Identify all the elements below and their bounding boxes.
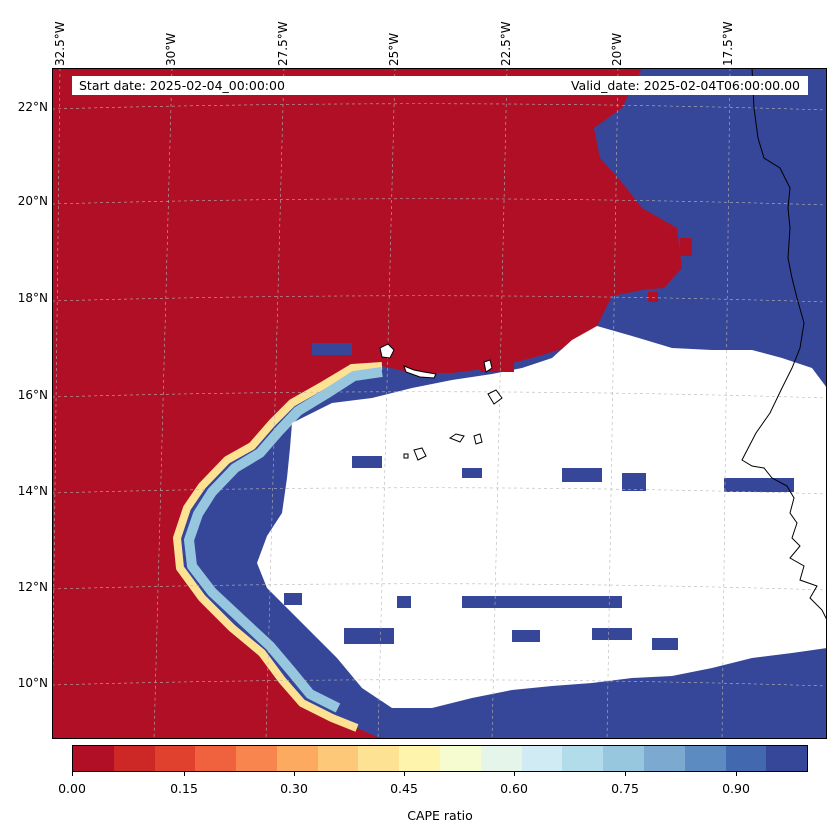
- colorbar-swatch-12: [562, 746, 604, 771]
- lon-label-20w: 20°W: [610, 32, 624, 66]
- map-panel: [52, 68, 827, 739]
- colorbar-swatch-5: [276, 746, 318, 771]
- lon-label-32-5w: 32.5°W: [53, 21, 67, 66]
- colorbar-label: 0.15: [170, 781, 198, 796]
- colorbar-swatch-10: [480, 746, 522, 771]
- map-graticule: [52, 68, 827, 739]
- start-date-label: Start date: 2025-02-04_00:00:00: [72, 76, 432, 95]
- colorbar-swatch-4: [236, 746, 277, 771]
- lat-label-10n: 10°N: [17, 676, 48, 690]
- field-speckles: [284, 343, 794, 650]
- colorbar-tick: [625, 772, 626, 776]
- colorbar-title: CAPE ratio: [407, 808, 473, 823]
- field-low-region: [52, 68, 682, 739]
- colorbar-label: 0.00: [58, 781, 86, 796]
- lon-label-27-5w: 27.5°W: [276, 21, 290, 66]
- colorbar-label: 0.60: [500, 781, 528, 796]
- lon-label-25w: 25°W: [387, 32, 401, 66]
- colorbar-swatch-6: [317, 746, 359, 771]
- lat-label-22n: 22°N: [17, 100, 48, 114]
- colorbar-swatch-1: [113, 746, 155, 771]
- colorbar-label: 0.90: [722, 781, 750, 796]
- colorbar-tick: [514, 772, 515, 776]
- lon-label-22-5w: 22.5°W: [499, 21, 513, 66]
- valid-date-label: Valid_date: 2025-02-04T06:00:00.00: [420, 76, 808, 95]
- colorbar-swatch-8: [399, 746, 441, 771]
- field-transition-band: [173, 362, 383, 732]
- africa-coastline: [741, 68, 827, 621]
- colorbar-swatch-3: [195, 746, 237, 771]
- field-masked-region: [257, 326, 827, 708]
- colorbar-swatch-15: [684, 746, 726, 771]
- colorbar-swatch-9: [440, 746, 481, 771]
- colorbar-label: 0.75: [611, 781, 639, 796]
- lat-label-12n: 12°N: [17, 580, 48, 594]
- colorbar-tick: [736, 772, 737, 776]
- colorbar: [72, 745, 808, 772]
- colorbar-swatch-7: [358, 746, 400, 771]
- colorbar-tick: [404, 772, 405, 776]
- lat-label-18n: 18°N: [17, 291, 48, 305]
- lon-label-17-5w: 17.5°W: [721, 21, 735, 66]
- colorbar-tick: [184, 772, 185, 776]
- colorbar-tick: [294, 772, 295, 776]
- field-transition-band-inner: [184, 367, 383, 713]
- lat-label-16n: 16°N: [17, 388, 48, 402]
- lat-label-14n: 14°N: [17, 484, 48, 498]
- colorbar-swatch-11: [521, 746, 563, 771]
- cape-verde-islands: [379, 343, 503, 461]
- lon-label-30w: 30°W: [164, 32, 178, 66]
- lat-label-20n: 20°N: [17, 194, 48, 208]
- colorbar-label: 0.30: [280, 781, 308, 796]
- colorbar-swatch-17: [766, 746, 808, 771]
- colorbar-tick: [72, 772, 73, 776]
- colorbar-swatch-2: [154, 746, 196, 771]
- colorbar-swatch-0: [73, 746, 114, 771]
- colorbar-swatch-16: [725, 746, 767, 771]
- colorbar-swatch-13: [603, 746, 644, 771]
- colorbar-swatch-14: [643, 746, 685, 771]
- colorbar-label: 0.45: [390, 781, 418, 796]
